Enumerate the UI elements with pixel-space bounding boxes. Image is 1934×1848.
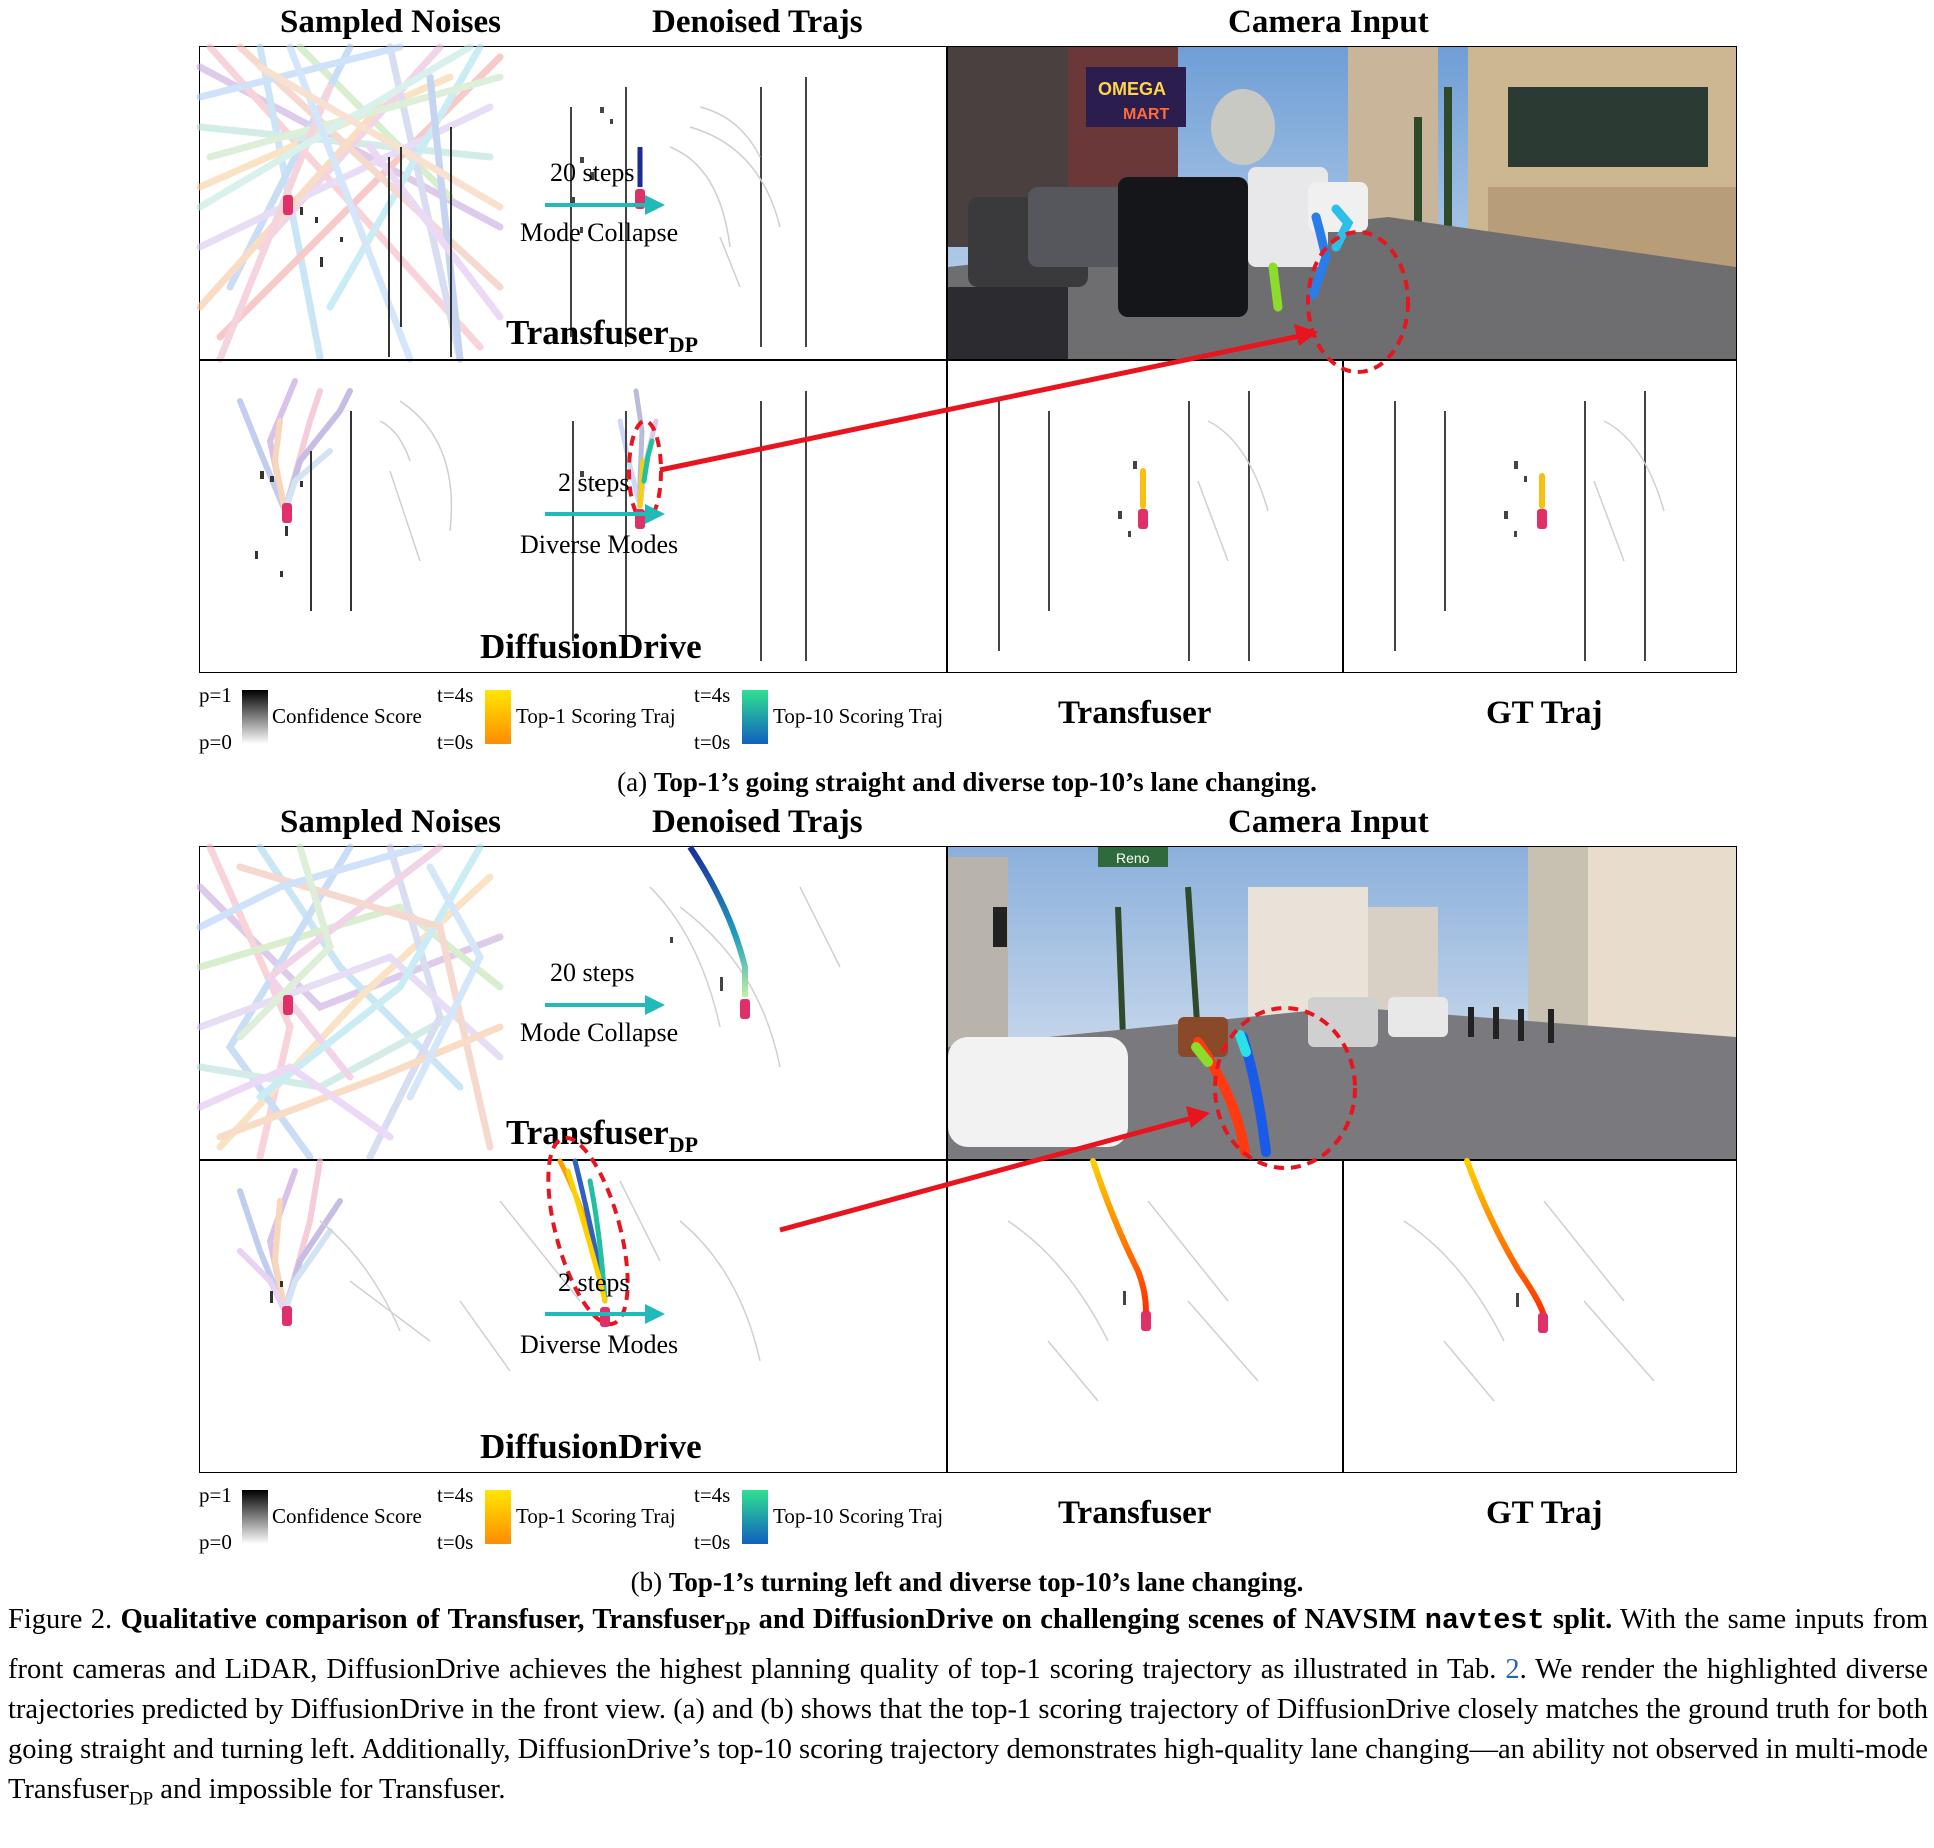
legend-top1-label: Top-1 Scoring Traj bbox=[516, 704, 676, 728]
method-label: TransfuserDP bbox=[506, 1113, 699, 1157]
legend-top1-label: Top-1 Scoring Traj bbox=[516, 1504, 676, 1528]
legend-confidence-top: p=1 bbox=[199, 1483, 232, 1507]
bev-a-gt bbox=[1394, 391, 1665, 661]
effect-label: Diverse Modes bbox=[520, 530, 679, 559]
header-sampled-noises: Sampled Noises bbox=[280, 4, 501, 40]
arrow-icon bbox=[545, 195, 665, 215]
arrow-icon bbox=[545, 504, 665, 524]
street-sign-reno: Reno bbox=[1116, 850, 1150, 866]
confidence-colorbar bbox=[242, 1490, 268, 1544]
legend-top1-bottom: t=0s bbox=[437, 730, 474, 754]
camera-image-b: Reno bbox=[948, 847, 1736, 1159]
confidence-colorbar bbox=[242, 690, 268, 744]
header-sampled-noises: Sampled Noises bbox=[280, 804, 501, 840]
table-ref-link[interactable]: 2 bbox=[1505, 1653, 1520, 1685]
bev-a-row2 bbox=[237, 378, 807, 661]
legend-top10-top: t=4s bbox=[694, 1483, 731, 1507]
subcaption-b: (b) Top-1’s turning left and diverse top… bbox=[630, 1567, 1304, 1597]
steps-label: 20 steps bbox=[550, 158, 635, 187]
effect-label: Mode Collapse bbox=[520, 1018, 679, 1047]
method-label: DiffusionDrive bbox=[480, 1427, 702, 1466]
legend-confidence-label: Confidence Score bbox=[272, 1504, 422, 1528]
legend-top10-label: Top-10 Scoring Traj bbox=[773, 704, 944, 728]
gt-traj-label: GT Traj bbox=[1486, 1495, 1603, 1531]
legend-top10-top: t=4s bbox=[694, 683, 731, 707]
camera-image-a: OMEGA MART bbox=[948, 47, 1736, 359]
header-denoised-trajs: Denoised Trajs bbox=[652, 4, 863, 40]
header-camera-input: Camera Input bbox=[1228, 4, 1429, 40]
sign-mart: MART bbox=[1123, 106, 1169, 123]
legend-confidence-top: p=1 bbox=[199, 683, 232, 707]
top1-colorbar bbox=[485, 690, 511, 744]
bev-a-transfuser bbox=[998, 391, 1269, 661]
transfuser-label: Transfuser bbox=[1058, 695, 1212, 731]
legend-top1-top: t=4s bbox=[437, 683, 474, 707]
legend-top10-bottom: t=0s bbox=[694, 730, 731, 754]
sign-omega: OMEGA bbox=[1098, 79, 1166, 99]
effect-label: Diverse Modes bbox=[520, 1330, 679, 1359]
divider bbox=[1342, 1160, 1344, 1473]
method-label: TransfuserDP bbox=[506, 313, 699, 357]
bev-a-row1 bbox=[196, 43, 807, 363]
divider bbox=[946, 846, 948, 1473]
bev-b-gt bbox=[1403, 1158, 1655, 1402]
divider bbox=[1342, 360, 1344, 673]
legend-top1-bottom: t=0s bbox=[437, 1530, 474, 1554]
gt-traj-label: GT Traj bbox=[1486, 695, 1603, 731]
bev-b-transfuser bbox=[1007, 1158, 1259, 1402]
arrow-icon bbox=[545, 1304, 665, 1324]
header-camera-input: Camera Input bbox=[1228, 804, 1429, 840]
highlight-arrow bbox=[779, 1006, 1357, 1233]
top10-colorbar bbox=[742, 690, 768, 744]
legend-top1-top: t=4s bbox=[437, 1483, 474, 1507]
top10-colorbar bbox=[742, 1490, 768, 1544]
figure-caption: Figure 2. Qualitative comparison of Tran… bbox=[8, 1604, 1928, 1810]
legend-top10-label: Top-10 Scoring Traj bbox=[773, 1504, 944, 1528]
effect-label: Mode Collapse bbox=[520, 218, 679, 247]
legend-top10-bottom: t=0s bbox=[694, 1530, 731, 1554]
legend-confidence-bottom: p=0 bbox=[199, 730, 232, 754]
divider bbox=[946, 46, 948, 673]
method-label: DiffusionDrive bbox=[480, 627, 702, 666]
divider bbox=[199, 359, 1737, 361]
legend-confidence-label: Confidence Score bbox=[272, 704, 422, 728]
top1-colorbar bbox=[485, 1490, 511, 1544]
legend-confidence-bottom: p=0 bbox=[199, 1530, 232, 1554]
arrow-icon bbox=[545, 995, 665, 1015]
steps-label: 20 steps bbox=[550, 958, 635, 987]
steps-label: 2 steps bbox=[558, 468, 630, 497]
divider bbox=[199, 1159, 1737, 1161]
highlight-arrow bbox=[659, 230, 1410, 473]
bev-b-row1 bbox=[196, 843, 841, 1161]
header-denoised-trajs: Denoised Trajs bbox=[652, 804, 863, 840]
subcaption-a: (a) Top-1’s going straight and diverse t… bbox=[617, 767, 1317, 797]
transfuser-label: Transfuser bbox=[1058, 1495, 1212, 1531]
steps-label: 2 steps bbox=[558, 1268, 630, 1297]
